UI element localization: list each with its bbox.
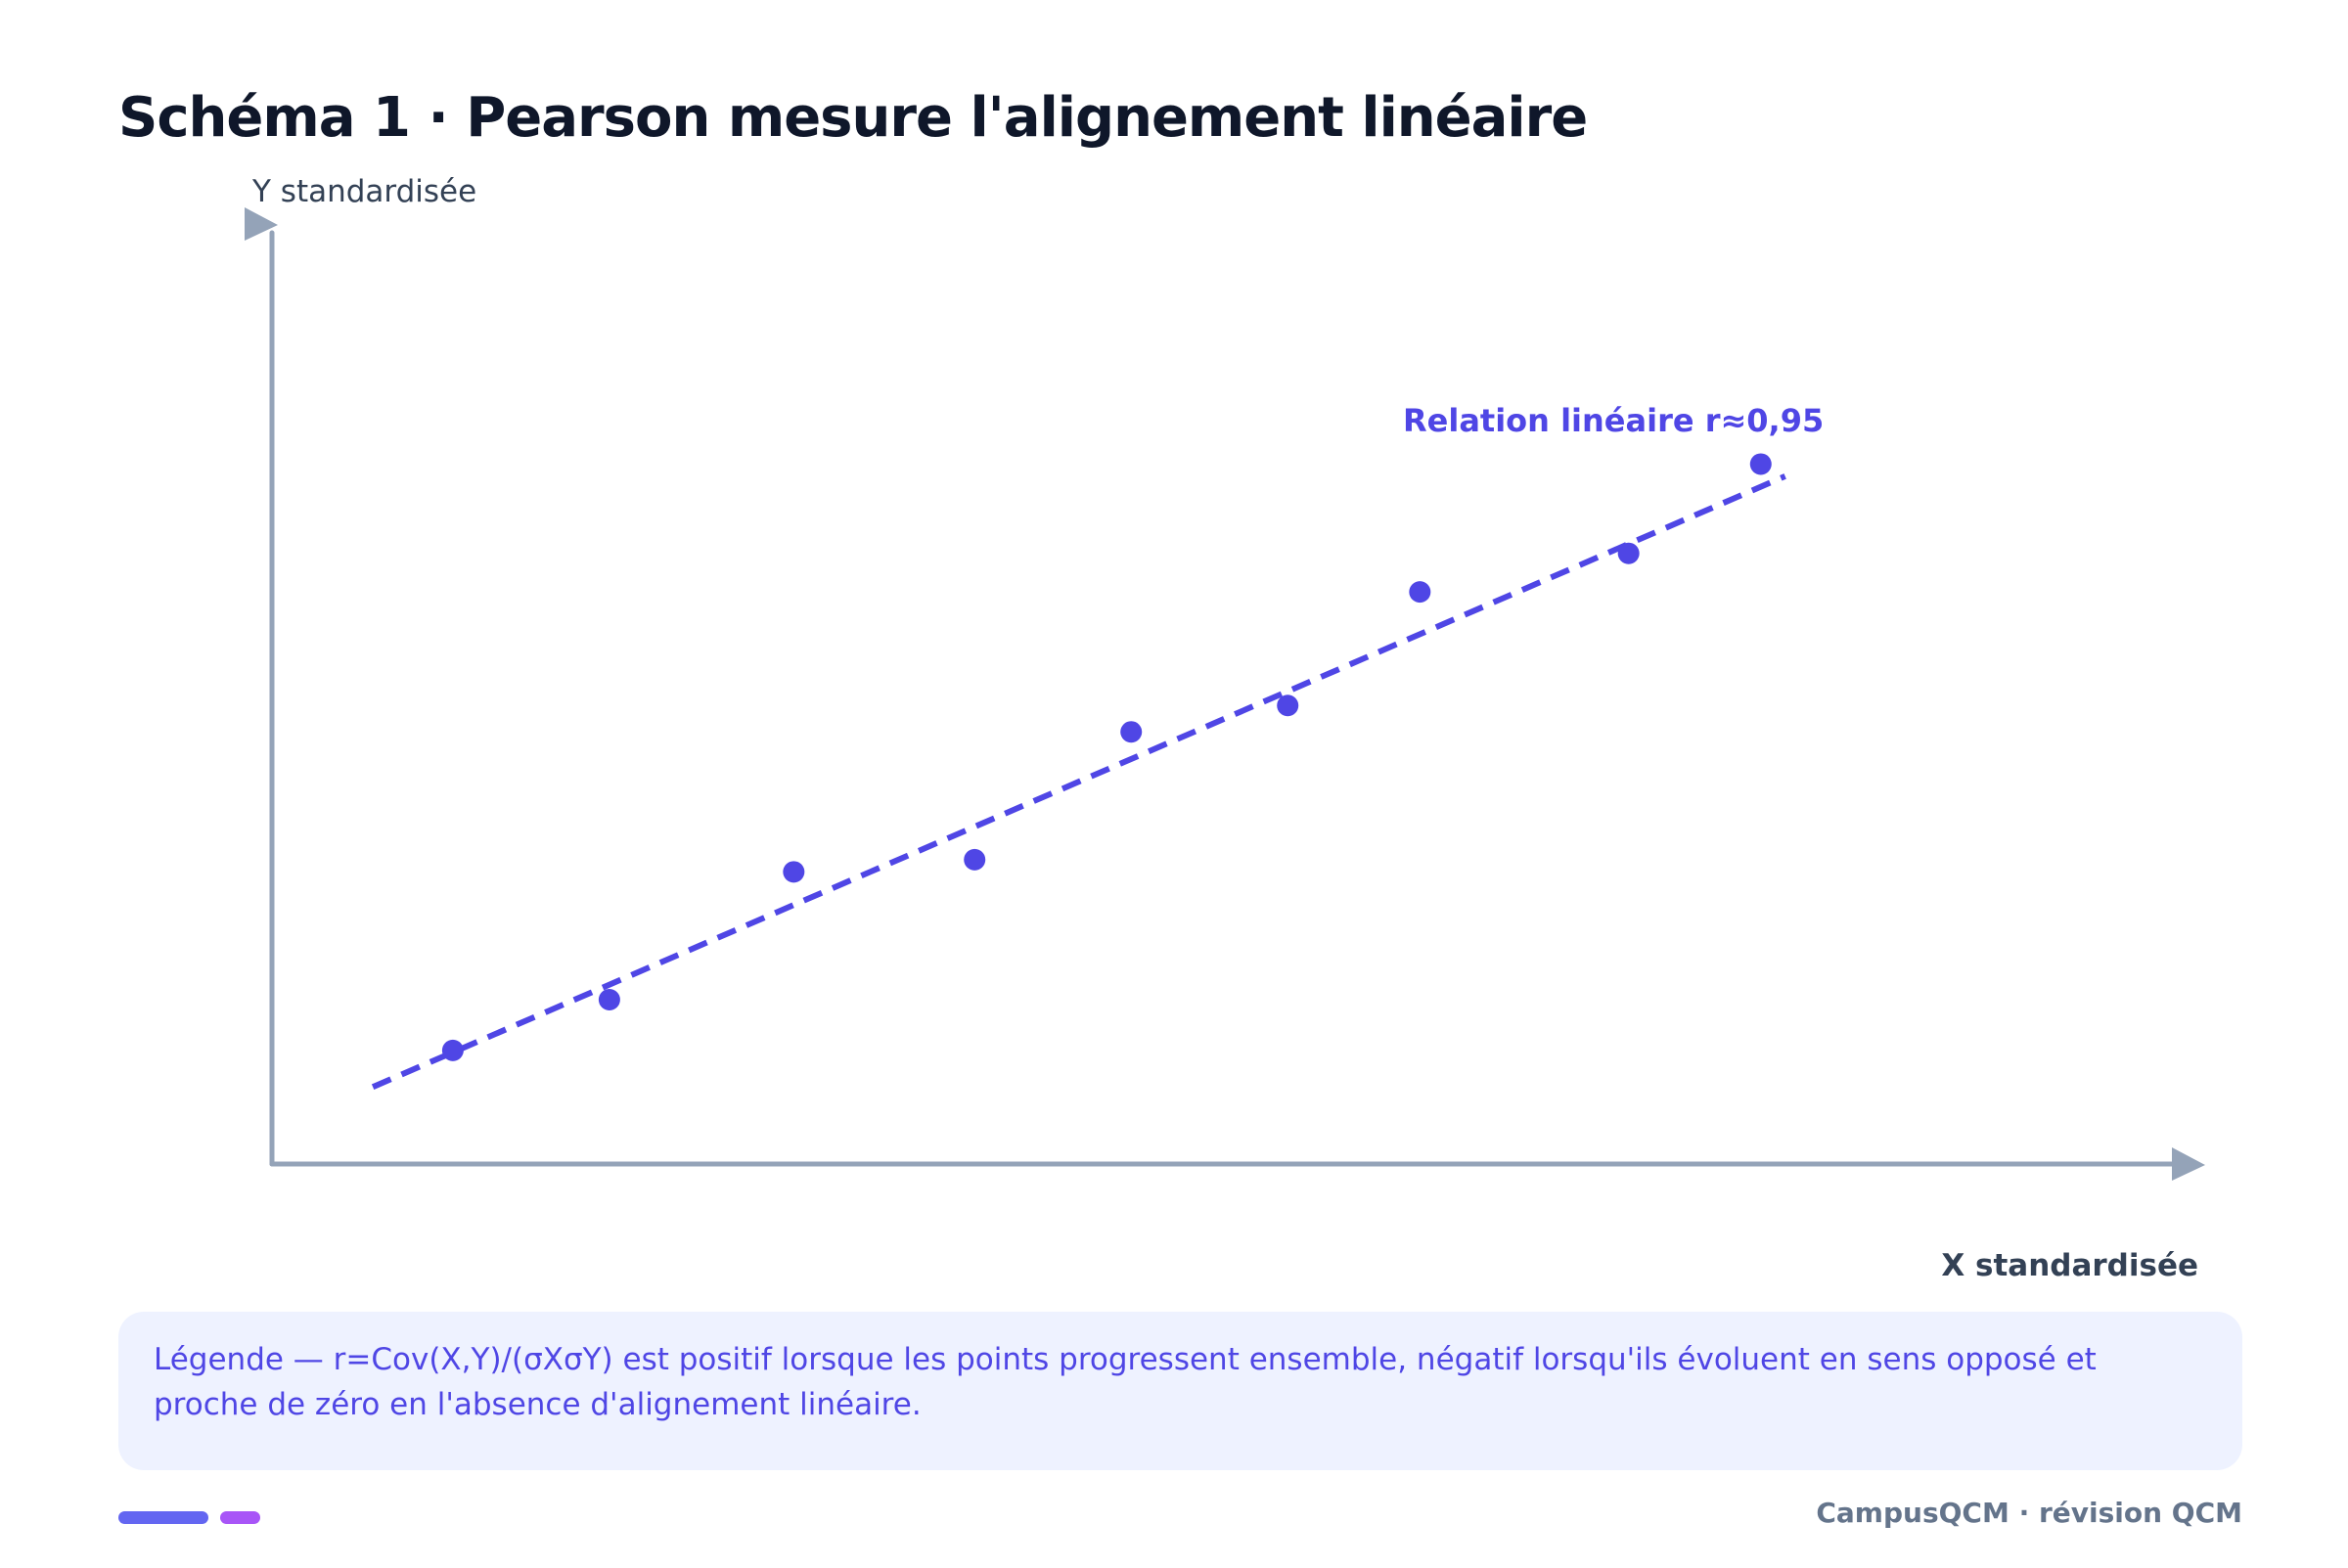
data-points — [441, 453, 1772, 1061]
accent-pill-primary — [118, 1511, 208, 1524]
data-point-8 — [1617, 542, 1640, 564]
data-point-7 — [1409, 581, 1431, 604]
data-point-9 — [1749, 453, 1772, 475]
x-axis-label: X standardisée — [1941, 1248, 2198, 1283]
trend-annotation: Relation linéaire r≈0,95 — [1403, 402, 1824, 439]
data-point-5 — [1120, 721, 1143, 743]
scatter-chart: Y standardisée X standardisée Relation l… — [245, 174, 2205, 1283]
axes — [245, 207, 2205, 1181]
trendline — [371, 473, 1786, 1090]
legend-box: Légende — r=Cov(X,Y)/(σXσY) est positif … — [118, 1312, 2242, 1470]
x-axis-arrow-icon — [2172, 1147, 2205, 1181]
data-point-1 — [441, 1039, 464, 1061]
footer-credit: CampusQCM · révision QCM — [1816, 1497, 2242, 1529]
data-point-6 — [1277, 694, 1299, 717]
y-axis-label: Y standardisée — [251, 174, 476, 209]
data-point-3 — [783, 861, 805, 883]
legend-text: Légende — r=Cov(X,Y)/(σXσY) est positif … — [154, 1342, 2097, 1422]
accent-pill-secondary — [220, 1511, 260, 1524]
chart-title: Schéma 1 · Pearson mesure l'alignement l… — [118, 86, 1588, 150]
data-point-2 — [598, 989, 620, 1010]
y-axis-arrow-icon — [245, 207, 278, 241]
data-point-4 — [964, 848, 986, 871]
